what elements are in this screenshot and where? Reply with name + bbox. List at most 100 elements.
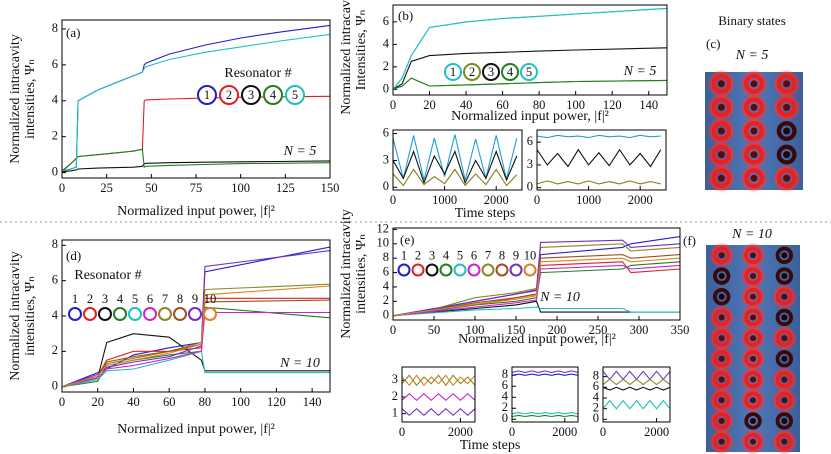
y-tick-label: 8: [502, 367, 508, 381]
ring-inner: [783, 127, 791, 135]
x-tick-label: 60: [496, 98, 509, 112]
annotation: N = 10: [731, 227, 772, 242]
resonator-state: [711, 431, 732, 452]
y-tick-label: 6: [502, 378, 508, 392]
ring: [744, 329, 762, 347]
resonator-state: [712, 288, 731, 306]
axes-frame: [401, 366, 476, 423]
y-tick-label: 4: [383, 36, 390, 50]
resonator-ring: [158, 307, 172, 321]
y-tick-label: 2: [502, 400, 508, 414]
x-tick-label: 1000: [432, 193, 457, 207]
ring-inner: [783, 174, 791, 182]
ring-inner: [781, 252, 788, 259]
ring: [776, 121, 797, 141]
x-axis-label: Time steps: [460, 438, 521, 453]
ring-inner: [783, 103, 791, 111]
x-axis-label: Normalized input power, |f|²: [117, 422, 275, 437]
resonator-ring: [68, 307, 82, 321]
resonator-number: 7: [485, 248, 491, 262]
series-line: [402, 407, 475, 417]
y-tick-label: 8: [383, 250, 389, 264]
series-line: [537, 148, 662, 168]
ring: [776, 144, 797, 165]
y-tick-label: 12: [377, 221, 390, 235]
resonator-number: 3: [102, 292, 108, 306]
resonator-number: 1: [401, 248, 407, 262]
resonator-state: [742, 431, 764, 452]
y-tick-label: 2: [52, 129, 58, 143]
resonator-ring: [495, 263, 509, 277]
resonator-state: [775, 95, 799, 119]
series-line: [603, 378, 670, 386]
resonator-ring: [263, 85, 283, 105]
series-line: [402, 374, 475, 387]
ring: [711, 144, 732, 165]
resonator-number: 2: [469, 65, 475, 79]
x-tick-label: 80: [533, 98, 546, 112]
axes-frame: [511, 366, 579, 423]
resonator-state: [775, 412, 794, 430]
resonator-ring: [98, 307, 112, 321]
y-axis-label: Normalized intracavity: [8, 251, 23, 380]
resonator-state: [709, 72, 733, 96]
ring: [744, 267, 762, 285]
resonator-ring: [467, 263, 481, 277]
panel-label: (b): [398, 8, 413, 23]
series-line: [393, 149, 518, 185]
ring-inner: [749, 417, 757, 425]
resonator-number: 5: [132, 292, 138, 306]
resonator-state: [742, 348, 764, 370]
resonator-state: [742, 119, 766, 143]
resonator-state: [711, 245, 732, 266]
x-tick-label: 200: [548, 323, 567, 337]
resonator-title: Resonator #: [224, 66, 291, 81]
x-tick-label: 2000: [644, 425, 669, 439]
series-line: [62, 95, 330, 172]
resonator-state: [709, 95, 733, 119]
resonator-ring: [463, 63, 481, 81]
axes-frame: [392, 227, 681, 321]
panel-label: (a): [66, 25, 80, 40]
ring: [775, 329, 794, 347]
x-tick-label: 0: [390, 98, 396, 112]
x-tick-label: 20: [423, 98, 436, 112]
resonator-state: [711, 410, 732, 432]
resonator-number: 10: [204, 292, 217, 306]
x-tick-label: 0: [59, 181, 65, 195]
series-line: [393, 300, 680, 317]
ring-inner: [717, 103, 725, 111]
x-tick-label: 40: [460, 98, 473, 112]
x-axis-label: Normalized input power, |f|²: [451, 109, 609, 124]
series-line: [393, 239, 680, 317]
panel-label: (f): [683, 233, 696, 248]
annotation: N = 5: [735, 48, 769, 63]
ring-inner: [750, 80, 758, 88]
x-tick-label: 120: [267, 395, 286, 409]
resonator-ring: [197, 85, 217, 105]
resonator-number: 9: [513, 248, 519, 262]
resonator-ring: [425, 263, 439, 277]
y-tick-label: 8: [52, 237, 58, 251]
y-axis-label: intensities, Ψₙ: [354, 234, 369, 314]
y-tick-label: 6: [383, 14, 389, 28]
annotation: N = 10: [279, 356, 320, 371]
ring: [711, 73, 732, 94]
resonator-ring: [241, 85, 261, 105]
ring-inner: [783, 80, 791, 88]
ring-inner: [749, 376, 757, 383]
x-tick-label: 50: [145, 181, 158, 195]
resonator-title: Resonator #: [74, 268, 141, 283]
resonator-state: [742, 286, 764, 307]
series-line: [603, 399, 670, 410]
resonator-number: 4: [507, 65, 514, 79]
axes-frame: [392, 4, 668, 96]
ring: [712, 308, 731, 327]
x-tick-label: 150: [321, 181, 340, 195]
y-tick-label: 6: [527, 134, 533, 148]
x-tick-label: 250: [589, 323, 608, 337]
resonator-ring: [143, 307, 157, 321]
ring-inner: [781, 293, 788, 300]
ring-inner: [718, 376, 725, 383]
ring-inner: [718, 252, 725, 259]
